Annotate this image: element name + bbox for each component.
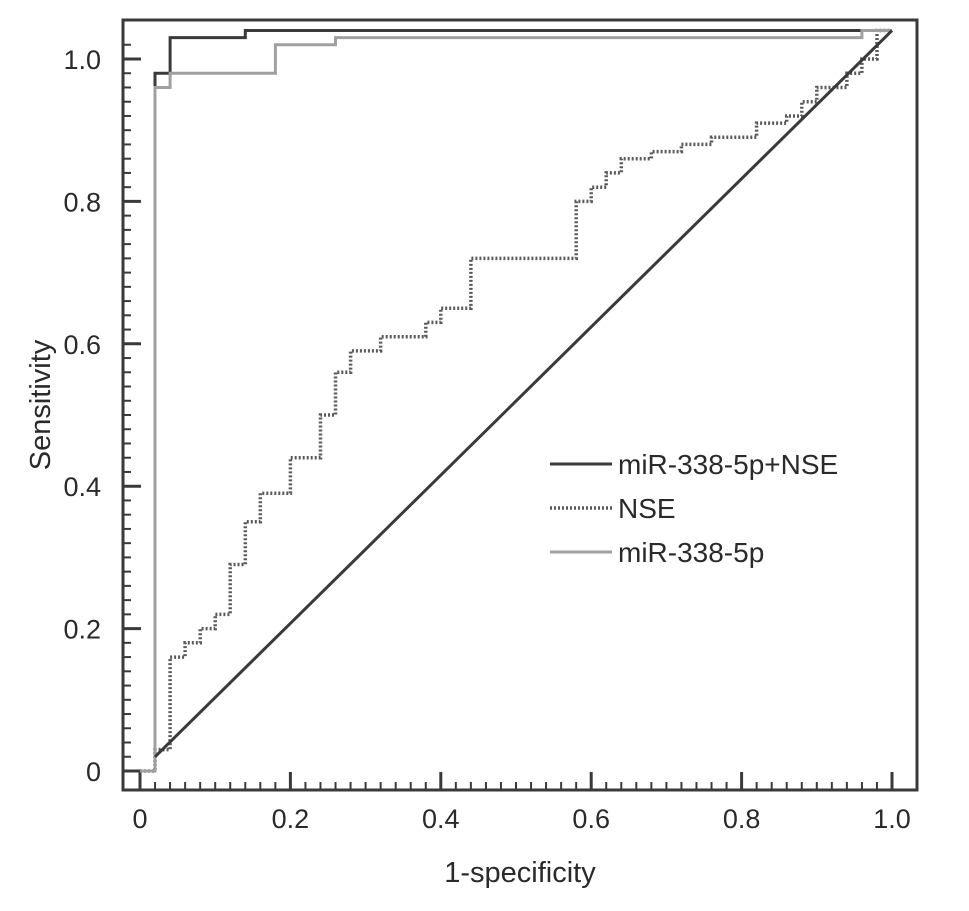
tick-marks xyxy=(123,43,894,790)
y-tick-label: 0.8 xyxy=(63,187,101,217)
series-line-mir-338-5p xyxy=(140,29,892,773)
x-tick-label: 0.6 xyxy=(572,804,610,834)
legend-label: miR-338-5p+NSE xyxy=(618,449,838,480)
legend-label: miR-338-5p xyxy=(618,537,764,568)
legend-label: NSE xyxy=(618,493,676,524)
y-tick-label: 0.4 xyxy=(63,472,101,502)
legend: miR-338-5p+NSE NSE miR-338-5p xyxy=(550,449,838,568)
x-tick-label: 0.8 xyxy=(723,804,761,834)
y-tick-label: 1.0 xyxy=(63,45,101,75)
y-axis-title: Sensitivity xyxy=(25,339,57,470)
x-tick-label: 0.2 xyxy=(272,804,310,834)
y-tick-label: 0.2 xyxy=(63,615,101,645)
x-axis-title: 1-specificity xyxy=(444,857,596,889)
y-tick-label: 0 xyxy=(86,757,101,787)
series-lines xyxy=(140,28,894,773)
x-tick-label: 0 xyxy=(132,804,147,834)
plot-area-frame xyxy=(121,18,919,792)
x-tick-label: 1.0 xyxy=(873,804,911,834)
x-tick-label: 0.4 xyxy=(422,804,460,834)
reference-diagonal-line xyxy=(153,29,894,758)
tick-labels: 0 0.2 0.4 0.6 0.8 1.0 0 0.2 0.4 0.6 0.8 1.0 xyxy=(63,45,910,834)
y-tick-label: 0.6 xyxy=(63,330,101,360)
